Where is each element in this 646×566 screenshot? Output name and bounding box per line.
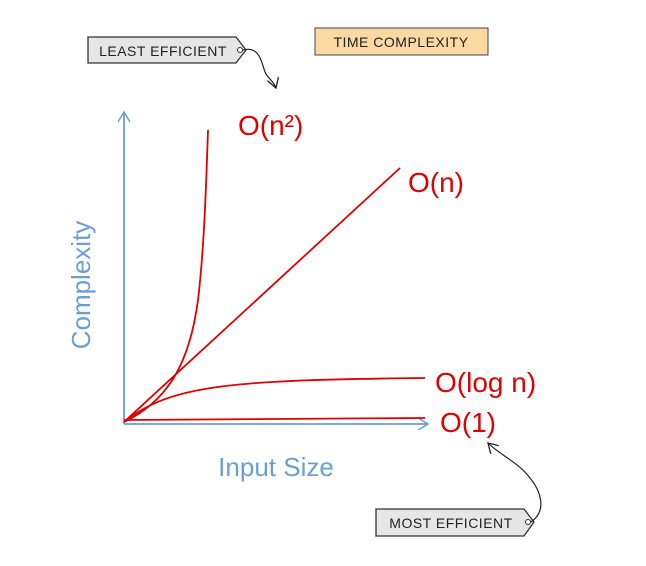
tag-arrow: [242, 48, 276, 88]
title: TIME COMPLEXITY: [333, 34, 468, 50]
curve-label: O(n²): [238, 110, 303, 141]
y-axis-label: Complexity: [66, 221, 96, 350]
tag-label: MOST EFFICIENT: [389, 515, 512, 531]
curve-label: O(n): [408, 167, 464, 198]
x-axis-label: Input Size: [218, 452, 334, 482]
curve-label: O(1): [440, 407, 496, 438]
tag-box: [87, 36, 247, 64]
tag-hole: [237, 47, 243, 53]
curve: [123, 417, 426, 421]
tag-label: LEAST EFFICIENT: [99, 43, 227, 59]
curve: [123, 377, 426, 423]
tag-arrow: [488, 443, 542, 523]
tag-hole: [525, 519, 531, 525]
tag-box: [375, 508, 535, 537]
curve: [123, 129, 209, 423]
curve: [123, 167, 401, 423]
curve-label: O(log n): [435, 367, 536, 398]
title-box: [314, 27, 489, 56]
